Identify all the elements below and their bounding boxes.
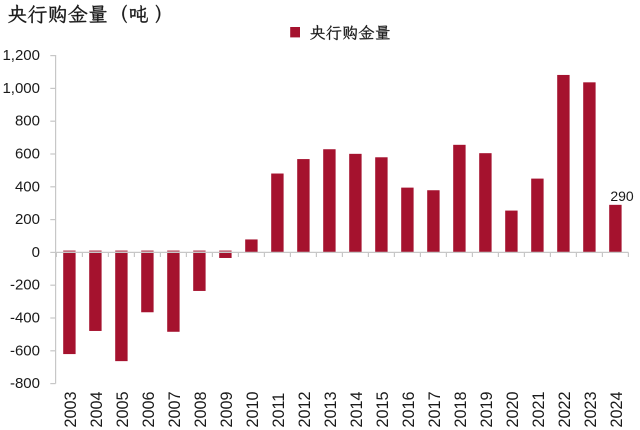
svg-text:2012: 2012 xyxy=(296,391,314,427)
svg-text:2023: 2023 xyxy=(582,391,600,427)
svg-text:2021: 2021 xyxy=(530,391,548,427)
svg-text:200: 200 xyxy=(15,211,40,228)
svg-text:400: 400 xyxy=(15,178,40,195)
svg-text:-600: -600 xyxy=(10,342,40,359)
svg-text:2022: 2022 xyxy=(556,391,574,427)
svg-text:2005: 2005 xyxy=(114,391,132,427)
svg-text:2014: 2014 xyxy=(348,391,366,427)
svg-text:2008: 2008 xyxy=(192,391,210,427)
svg-text:2011: 2011 xyxy=(270,393,288,428)
svg-text:2020: 2020 xyxy=(504,391,522,427)
svg-text:-800: -800 xyxy=(10,375,40,392)
svg-text:2004: 2004 xyxy=(88,391,106,427)
svg-text:2019: 2019 xyxy=(478,391,496,427)
svg-text:1,000: 1,000 xyxy=(2,80,40,97)
svg-text:2024: 2024 xyxy=(608,391,626,427)
svg-text:1,200: 1,200 xyxy=(2,47,40,64)
svg-text:2003: 2003 xyxy=(62,391,80,427)
svg-text:2016: 2016 xyxy=(400,391,418,427)
svg-text:2007: 2007 xyxy=(166,391,184,427)
svg-text:2018: 2018 xyxy=(452,391,470,427)
svg-text:2009: 2009 xyxy=(218,391,236,427)
svg-text:2015: 2015 xyxy=(374,391,392,427)
svg-text:-400: -400 xyxy=(10,310,40,327)
svg-text:2013: 2013 xyxy=(322,391,340,427)
svg-text:0: 0 xyxy=(32,244,40,261)
svg-text:2010: 2010 xyxy=(244,391,262,427)
svg-text:2006: 2006 xyxy=(140,391,158,427)
svg-text:290: 290 xyxy=(610,188,634,204)
svg-text:600: 600 xyxy=(15,146,40,163)
svg-text:2017: 2017 xyxy=(426,391,444,427)
svg-text:800: 800 xyxy=(15,113,40,130)
svg-text:-200: -200 xyxy=(10,277,40,294)
